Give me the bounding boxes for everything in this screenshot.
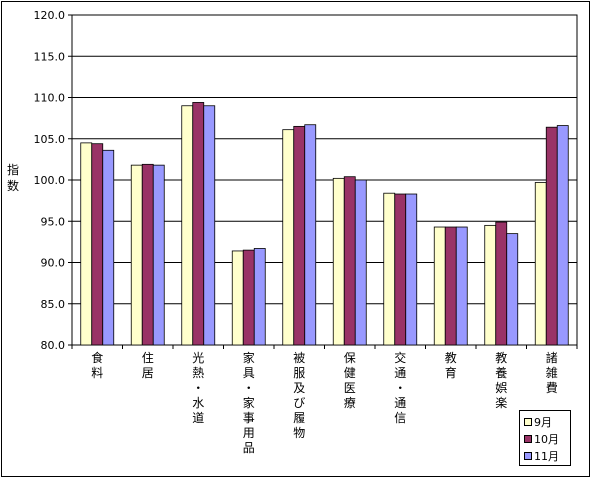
bar xyxy=(293,125,306,346)
x-tick-label-char: 諸 xyxy=(546,350,558,365)
x-tick-label-char: 熱 xyxy=(192,366,204,380)
x-tick-label-char: 養 xyxy=(495,365,507,380)
bar xyxy=(354,179,367,346)
x-tick-label-char: 道 xyxy=(192,411,204,425)
bar xyxy=(343,176,356,346)
bar xyxy=(152,164,165,346)
y-tick-label: 120.0 xyxy=(34,9,66,22)
x-tick-label-char: 医 xyxy=(344,381,356,395)
x-tick-label-char: 水 xyxy=(192,396,204,410)
x-tick-label-char: 用 xyxy=(243,426,255,440)
x-tick-label-char: 光 xyxy=(192,351,204,365)
bar xyxy=(484,224,497,346)
x-tick-label-char: 及 xyxy=(293,381,305,395)
y-tick-label: 115.0 xyxy=(34,50,66,63)
bar xyxy=(203,105,216,346)
x-tick-label-char: 料 xyxy=(91,366,103,380)
legend-swatch xyxy=(524,417,532,426)
bar xyxy=(495,221,508,346)
y-tick-label: 85.0 xyxy=(41,298,66,311)
legend-item-nov: 11月 xyxy=(524,447,570,464)
x-tick-label-char: 通 xyxy=(394,366,406,380)
bar xyxy=(130,164,143,346)
legend-label: 11月 xyxy=(534,449,559,463)
x-tick-label-char: 食 xyxy=(91,350,103,365)
x-tick-label-char: 住 xyxy=(142,351,154,365)
bar xyxy=(231,250,244,346)
bar xyxy=(282,129,295,346)
bar xyxy=(383,192,396,346)
bar xyxy=(192,102,205,346)
x-tick-label-char: 事 xyxy=(243,411,255,425)
legend: 9月 10月 11月 xyxy=(519,410,571,466)
bar xyxy=(556,125,569,346)
x-tick-label-char: 居 xyxy=(142,366,154,380)
bar xyxy=(253,248,266,346)
bar xyxy=(332,177,345,346)
bar xyxy=(80,142,93,346)
x-tick-label-char: 娯 xyxy=(495,381,507,395)
x-tick-label-char: 健 xyxy=(344,366,356,380)
x-tick-label-char: 信 xyxy=(394,411,406,425)
x-tick-label-char: 楽 xyxy=(495,396,507,410)
x-tick-label-char: 具 xyxy=(243,366,255,380)
bar xyxy=(534,182,547,346)
y-axis-label: 指数 xyxy=(6,163,19,193)
bar xyxy=(102,149,115,346)
legend-swatch xyxy=(524,451,532,460)
bar xyxy=(545,126,558,346)
x-tick-label-char: 履 xyxy=(293,411,305,425)
x-tick-label-char: 物 xyxy=(293,426,305,440)
x-tick-label-char: ・ xyxy=(394,381,406,395)
bar xyxy=(304,124,317,346)
x-tick-label-char: 家 xyxy=(243,395,255,410)
x-tick-label-char: 療 xyxy=(344,396,356,410)
x-tick-label-char: 家 xyxy=(243,350,255,365)
bar xyxy=(242,249,255,346)
x-tick-label-char: 雑 xyxy=(546,365,558,380)
legend-item-oct: 10月 xyxy=(524,430,570,447)
bar xyxy=(91,143,104,346)
x-tick-label-char: ・ xyxy=(192,381,204,395)
y-tick-label: 80.0 xyxy=(41,339,66,352)
x-tick-label-char: 教 xyxy=(445,350,457,365)
legend-label: 10月 xyxy=(534,432,559,446)
x-tick-label-char: 品 xyxy=(243,441,255,455)
bar xyxy=(455,226,468,346)
bar xyxy=(394,193,407,346)
x-tick-label-char: 交 xyxy=(394,350,406,365)
legend-label: 9月 xyxy=(534,415,552,429)
y-tick-label: 95.0 xyxy=(41,215,66,228)
bar xyxy=(141,163,154,346)
x-tick-label-char: 保 xyxy=(344,351,356,365)
legend-item-sep: 9月 xyxy=(524,413,570,430)
bar xyxy=(506,233,519,346)
x-tick-label-char: び xyxy=(293,396,305,410)
x-tick-label-char: 教 xyxy=(495,350,507,365)
x-tick-label-char: 服 xyxy=(293,366,305,380)
x-tick-label-char: 被 xyxy=(293,351,305,365)
y-tick-label: 90.0 xyxy=(41,257,66,270)
y-tick-label: 105.0 xyxy=(34,133,66,146)
x-tick-label-char: 育 xyxy=(445,365,457,380)
x-tick-label-char: 通 xyxy=(394,396,406,410)
bar xyxy=(181,105,194,346)
legend-swatch xyxy=(524,434,532,443)
y-tick-label: 100.0 xyxy=(34,174,66,187)
bar xyxy=(433,226,446,346)
bar xyxy=(444,226,457,346)
x-tick-label-char: 費 xyxy=(546,380,558,395)
x-tick-label-char: ・ xyxy=(243,381,255,395)
bar xyxy=(405,193,418,346)
y-tick-label: 110.0 xyxy=(34,92,66,105)
